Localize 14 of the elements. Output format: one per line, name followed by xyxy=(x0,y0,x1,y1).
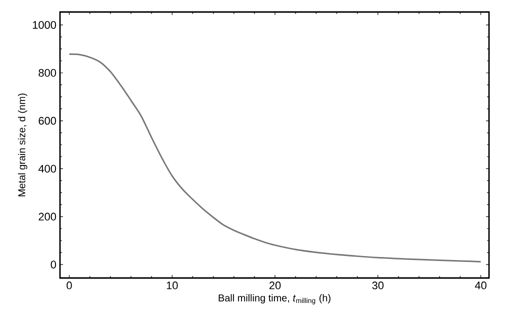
x-tick-label: 40 xyxy=(474,282,486,290)
x-tick-label: 30 xyxy=(372,282,384,290)
y-axis-title: Metal grain size, d (nm) xyxy=(18,94,28,196)
x-tick-label: 20 xyxy=(269,282,281,290)
y-tick-label: 800 xyxy=(38,69,56,77)
y-tick-label: 1000 xyxy=(32,21,56,29)
x-axis-title: Ball milling time, t$_{milling}$ (h) xyxy=(218,294,330,304)
y-tick-label: 600 xyxy=(38,116,56,125)
x-tick-label: 0 xyxy=(66,282,72,290)
y-tick-label: 0 xyxy=(50,260,56,268)
line-series xyxy=(68,53,482,262)
y-tick-label: 400 xyxy=(38,164,56,173)
x-tick-label: 10 xyxy=(166,282,178,290)
y-tick-label: 200 xyxy=(38,212,56,221)
